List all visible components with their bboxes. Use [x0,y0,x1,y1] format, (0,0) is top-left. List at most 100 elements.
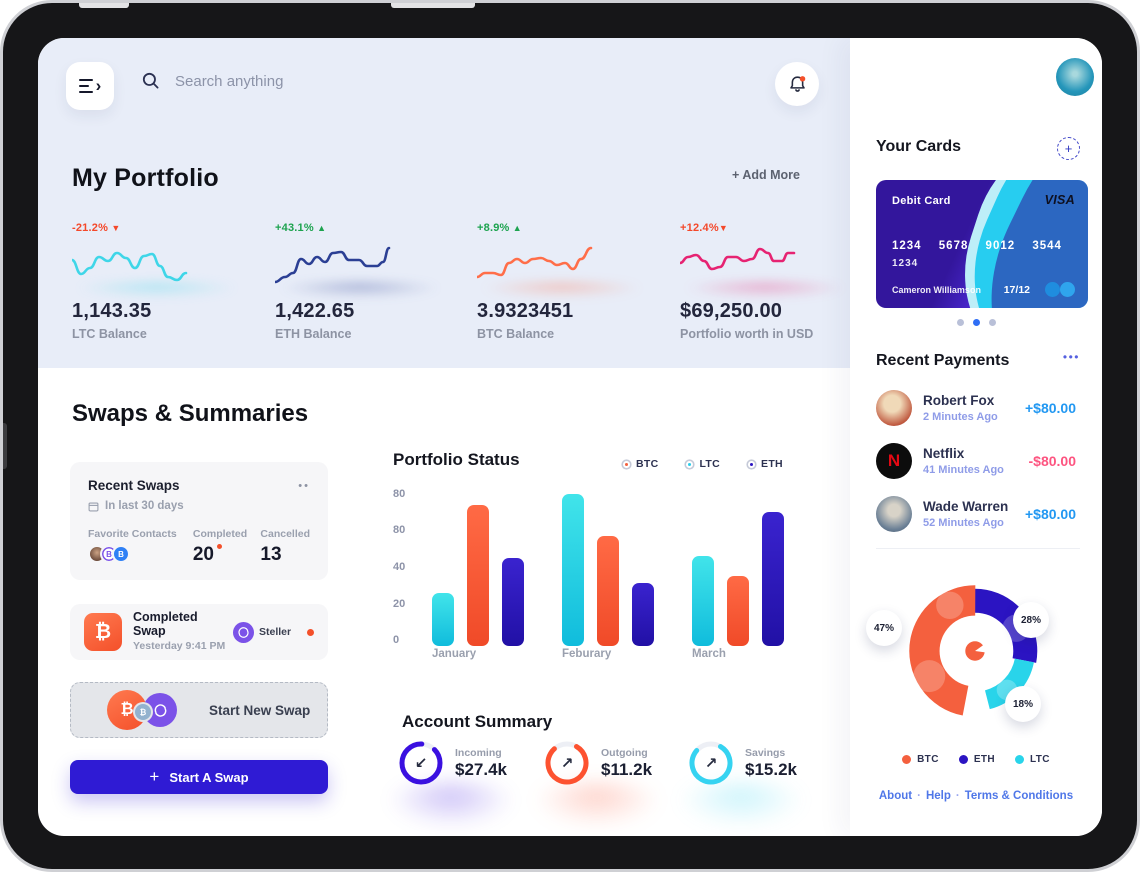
legend-item-btc[interactable]: BTC [623,458,658,470]
balance-card-btc: +8.9% ▲ 3.9323451 BTC Balance [477,218,647,341]
section-title-swaps: Swaps & Summaries [72,400,309,427]
completed-count: 20 [193,544,222,566]
bar-btc-march [727,576,749,646]
sidebar-footer: About · Help · Terms & Conditions [878,790,1074,802]
balance-value: $69,250.00 [680,300,783,322]
bitcoin-icon: ₿ [84,613,122,651]
netflix-icon [876,443,912,479]
chevron-right-icon: › [95,75,102,95]
search-input[interactable] [175,72,395,90]
visa-logo: VISA [1044,193,1075,207]
start-a-swap-button[interactable]: + Start A Swap [70,760,328,794]
start-new-swap-label: Start New Swap [209,702,311,718]
ring-glow [532,782,662,828]
payment-row-robert-fox[interactable]: Robert Fox 2 Minutes Ago +$80.00 [876,388,1076,428]
calendar-icon [88,501,99,511]
ltc-sparkline [72,251,188,282]
swap-title: Completed Swap [133,610,198,639]
allocation-chart [895,571,1055,731]
balance-label: BTC Balance [477,327,555,341]
divider [876,548,1080,549]
summary-outgoing: ↗ Outgoing $11.2k [544,740,652,786]
y-axis-tick: 80 [393,524,406,536]
payee-avatar [876,496,912,532]
trend-down-icon: ▼ [111,223,121,233]
terms-link[interactable]: Terms & Conditions [964,790,1074,802]
completed-label: Completed [192,528,248,540]
trend-up-icon: ▲ [317,223,327,233]
debit-card[interactable]: Debit Card VISA 1234 5678 9012 3544 1234… [876,180,1088,308]
change-percent: +8.9% ▲ [477,222,522,234]
menu-button[interactable]: › [66,62,114,110]
status-dot [307,628,314,636]
contact-avatar[interactable]: B [112,545,130,563]
profile-avatar[interactable] [1056,58,1094,96]
trend-down-icon: ▼ [718,223,728,233]
card-holder: Cameron Williamson [892,285,981,295]
recent-payments-title: Recent Payments [876,352,1010,369]
bar-eth-january [502,557,524,646]
bar-btc-january [467,504,489,646]
mini-coin-icon: ₿ [135,704,151,720]
bar-ltc-feburary [562,494,584,646]
y-axis-tick: 80 [393,488,406,500]
card-number: 1234 5678 9012 3544 [892,240,1062,252]
y-axis-tick: 40 [393,561,406,573]
help-link[interactable]: Help [925,790,951,802]
payment-row-wade-warren[interactable]: Wade Warren 52 Minutes Ago +$80.00 [876,494,1076,534]
legend-item-ltc[interactable]: LTC [686,458,720,470]
section-title-portfolio-status: Portfolio Status [393,450,520,469]
legend-dot-ltc [1015,755,1025,764]
savings-ring: ↗ [688,740,734,786]
ring-glow [386,782,516,828]
legend-item-eth[interactable]: ETH [748,458,783,470]
page-dot-active[interactable] [972,319,980,326]
legend-item-eth: ETH [958,754,995,765]
bar-eth-march [762,512,784,646]
legend-dot-btc [623,460,630,468]
card-title: Recent Swaps [88,478,180,493]
start-new-swap-card[interactable]: ₿ ₿ Start New Swap [70,682,328,738]
page-dot[interactable] [956,319,964,326]
bar-plot: 80 80 40 20 0 January Feburary March [393,486,803,664]
bar-ltc-january [432,592,454,646]
cancelled-label: Cancelled [260,528,310,540]
tablet-top-button [391,3,475,8]
completed-swap-card[interactable]: ₿ Completed Swap Yesterday 9:41 PM Stell… [70,604,328,660]
app-screen: › My Portfolio + Add More - [38,38,1102,836]
add-more-link[interactable]: + Add More [732,168,800,182]
favorite-contacts[interactable]: B B [88,545,193,563]
y-axis-tick: 20 [393,598,406,610]
section-title-account-summary: Account Summary [402,712,553,731]
sparkline-glow [680,282,850,298]
add-card-button[interactable]: + [1057,137,1080,160]
payments-menu-button[interactable]: ••• [1062,350,1080,364]
balance-card-ltc: -21.2% ▼ 1,143.35 LTC Balance [72,218,242,341]
start-a-swap-label: Start A Swap [169,769,249,785]
swap-time: Yesterday 9:41 PM [133,640,226,653]
balance-label: Portfolio worth in USD [680,327,814,341]
cancelled-count: 13 [260,544,282,565]
balance-value: 1,422.65 [275,300,355,322]
balance-card-usd: +12.4%▼ $69,250.00 Portfolio worth in US… [680,218,850,341]
summary-savings: ↗ Savings $15.2k [688,740,797,786]
payment-row-netflix[interactable]: Netflix 41 Minutes Ago -$80.00 [876,441,1076,481]
card-type: Debit Card [892,195,951,207]
portfolio-hero-section [38,38,850,368]
card-menu-button[interactable]: •• [298,479,310,492]
sparkline-glow [275,282,445,298]
page-title: My Portfolio [72,164,219,192]
incoming-ring: ↙ [398,740,444,786]
payment-amount: -$80.00 [1028,453,1076,469]
plus-icon: + [149,767,160,786]
balance-card-eth: +43.1% ▲ 1,422.65 ETH Balance [275,218,445,341]
sparkline-glow [477,282,647,298]
bell-icon [789,75,805,92]
payee-avatar [876,390,912,426]
tablet-top-button [79,3,129,8]
about-link[interactable]: About [878,790,913,802]
page-dot[interactable] [988,319,996,326]
search-bar [141,71,395,91]
notifications-button[interactable] [775,62,819,106]
your-cards-title: Your Cards [876,138,962,155]
